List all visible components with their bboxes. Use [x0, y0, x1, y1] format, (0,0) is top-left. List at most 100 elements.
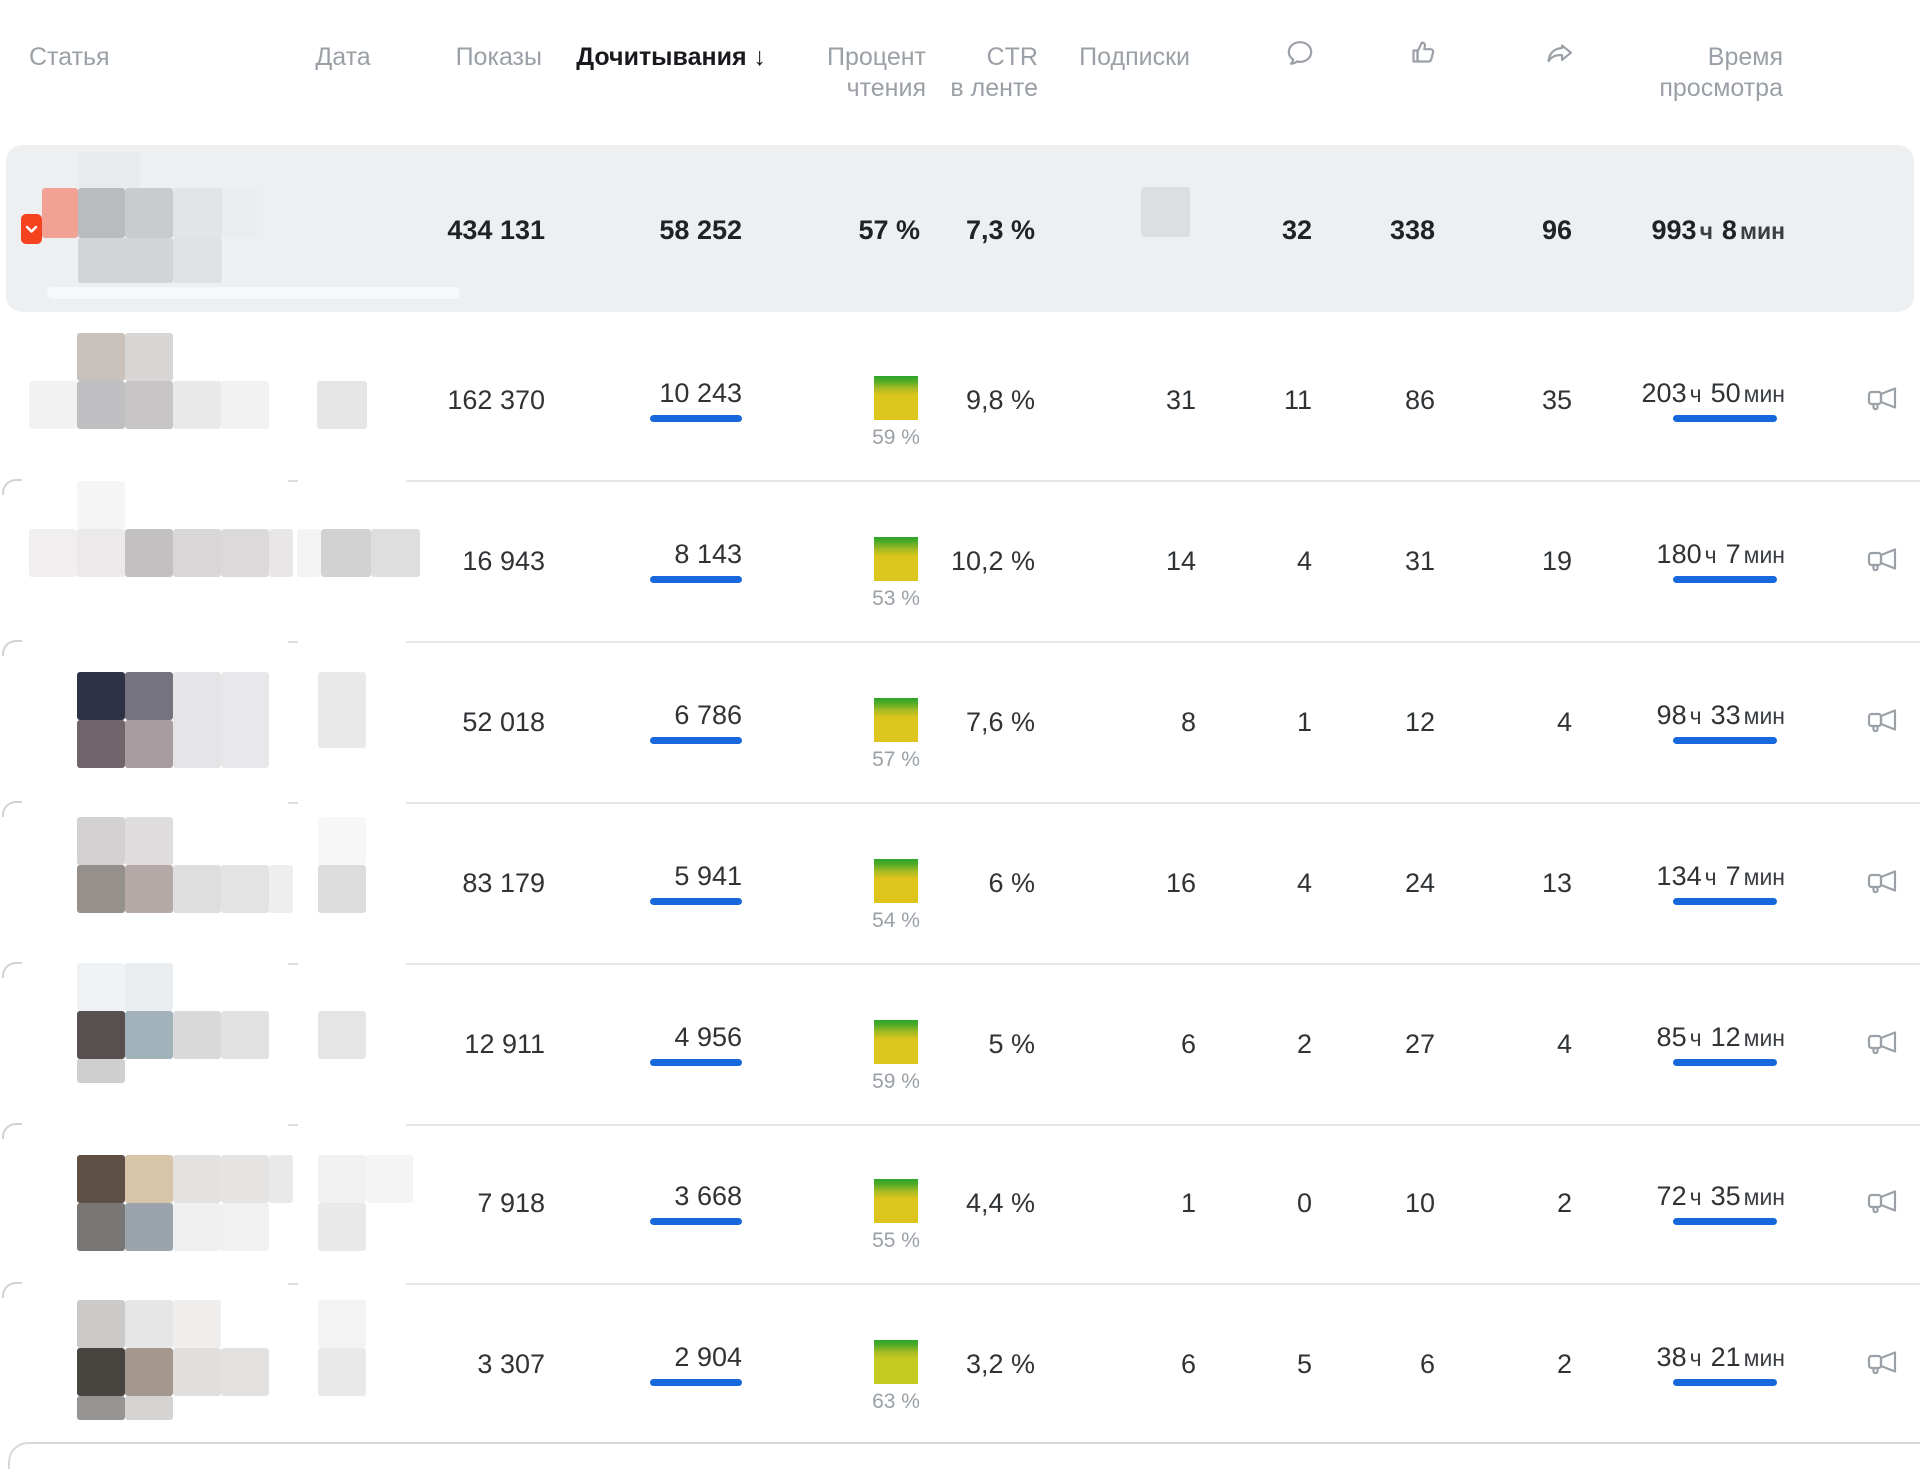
column-header-read-percent[interactable]: Процент чтения: [706, 42, 926, 104]
censored-block: [125, 333, 173, 381]
censored-block: [318, 1011, 366, 1059]
reads-underline: [650, 415, 742, 422]
censored-block: [318, 865, 366, 913]
hours-unit: ч: [1689, 1345, 1702, 1371]
megaphone-icon: [1867, 548, 1897, 572]
megaphone-icon: [1867, 1190, 1897, 1214]
read-percent-label: 55 %: [872, 1229, 920, 1252]
column-header-reads-label: Дочитывания: [576, 43, 747, 71]
watch-time-underline: [1673, 576, 1777, 583]
reads-value[interactable]: 10 243: [659, 378, 742, 408]
censored-block: [77, 865, 125, 913]
ctr-value: 7,6 %: [965, 707, 1035, 737]
censored-block: [77, 720, 125, 768]
reads-value[interactable]: 6 786: [674, 700, 742, 730]
ctr-value: 6 %: [988, 868, 1035, 898]
megaphone-icon: [1867, 387, 1897, 411]
impressions-value: 83 179: [462, 868, 545, 898]
comments-column-icon[interactable]: [1285, 38, 1315, 73]
column-header-article: Статья: [29, 43, 110, 71]
subscriptions-value: 8: [1180, 707, 1196, 737]
minutes-unit: мин: [1743, 703, 1785, 729]
ctr-line1: CTR: [986, 43, 1038, 71]
column-header-watch-time[interactable]: Время просмотра: [1563, 42, 1783, 104]
reads-value[interactable]: 4 956: [674, 1022, 742, 1052]
megaphone-icon: [1867, 1351, 1897, 1375]
censored-block: [77, 1396, 125, 1420]
censored-block: [77, 817, 125, 865]
watch-time-minutes: 33: [1710, 700, 1741, 730]
censored-block: [77, 1011, 125, 1059]
subscriptions-value: 16: [1165, 868, 1196, 898]
expand-summary-button[interactable]: [21, 214, 42, 244]
shares-column-icon[interactable]: [1545, 38, 1575, 73]
read-percent-label: 63 %: [872, 1390, 920, 1413]
summary-comments: 32: [1281, 215, 1312, 245]
watch-time-value[interactable]: 38 ч 21 мин: [1505, 1342, 1785, 1373]
reads-underline: [650, 1379, 742, 1386]
promote-article-button[interactable]: [1866, 1347, 1902, 1384]
promote-article-button[interactable]: [1866, 1027, 1902, 1064]
column-header-reads[interactable]: Дочитывания ↓: [566, 42, 766, 72]
shares-value: 2: [1556, 1188, 1572, 1218]
censored-block: [125, 817, 173, 865]
watch-time-underline: [1673, 1379, 1777, 1386]
read-percent-label: 59 %: [872, 1070, 920, 1093]
promote-article-button[interactable]: [1866, 383, 1902, 420]
watch-time-hours: 38: [1656, 1342, 1687, 1372]
column-header-subscriptions[interactable]: Подписки: [1079, 43, 1190, 71]
separator-remnant: [288, 1124, 298, 1126]
column-header-ctr[interactable]: CTR в ленте: [818, 42, 1038, 104]
comments-value: 0: [1296, 1188, 1312, 1218]
watch-time-value[interactable]: 134 ч 7 мин: [1505, 861, 1785, 892]
watch-time-value[interactable]: 85 ч 12 мин: [1505, 1022, 1785, 1053]
hours-unit: ч: [1689, 381, 1702, 407]
censored-block: [77, 963, 125, 1011]
minutes-unit: мин: [1743, 864, 1785, 890]
watch-time-line2: просмотра: [1659, 74, 1783, 102]
censored-block: [78, 188, 125, 238]
watch-time-minutes: 7: [1725, 539, 1741, 569]
censored-block: [77, 1203, 125, 1251]
promote-article-button[interactable]: [1866, 544, 1902, 581]
minutes-unit: мин: [1743, 1345, 1785, 1371]
ctr-value: 9,8 %: [965, 385, 1035, 415]
promote-article-button[interactable]: [1866, 866, 1902, 903]
reads-value[interactable]: 3 668: [674, 1181, 742, 1211]
read-percent-gradient-square: [874, 376, 918, 420]
likes-value: 6: [1419, 1349, 1435, 1379]
column-header-date[interactable]: Дата: [315, 43, 371, 71]
censored-block: [125, 1155, 173, 1203]
row-separator: [406, 1283, 1920, 1285]
read-percent-line2: чтения: [846, 74, 926, 102]
likes-value: 10: [1404, 1188, 1435, 1218]
reads-value[interactable]: 2 904: [674, 1342, 742, 1372]
censored-block: [29, 381, 77, 429]
watch-time-value[interactable]: 180 ч 7 мин: [1505, 539, 1785, 570]
watch-time-value[interactable]: 72 ч 35 мин: [1505, 1181, 1785, 1212]
watch-time-underline: [1673, 415, 1777, 422]
summary-row: [6, 145, 1914, 312]
subscriptions-value: 6: [1180, 1029, 1196, 1059]
censored-block: [222, 188, 257, 238]
censored-block: [173, 381, 221, 429]
promote-article-button[interactable]: [1866, 1186, 1902, 1223]
comments-value: 11: [1283, 385, 1312, 415]
censored-block: [125, 720, 173, 768]
censored-block: [77, 1155, 125, 1203]
summary-shares: 96: [1541, 215, 1572, 245]
watch-time-value[interactable]: 203 ч 50 мин: [1505, 378, 1785, 409]
likes-column-icon[interactable]: [1409, 38, 1439, 73]
comments-value: 4: [1296, 546, 1312, 576]
row-separator: [406, 1124, 1920, 1126]
watch-time-hours: 203: [1641, 378, 1687, 408]
promote-article-button[interactable]: [1866, 705, 1902, 742]
minutes-unit: мин: [1739, 218, 1785, 244]
censored-block: [371, 529, 420, 577]
column-header-impressions[interactable]: Показы: [455, 43, 542, 71]
reads-value[interactable]: 5 941: [674, 861, 742, 891]
comments-value: 5: [1296, 1349, 1312, 1379]
read-percent-label: 54 %: [872, 909, 920, 932]
reads-value[interactable]: 8 143: [674, 539, 742, 569]
watch-time-value[interactable]: 98 ч 33 мин: [1505, 700, 1785, 731]
